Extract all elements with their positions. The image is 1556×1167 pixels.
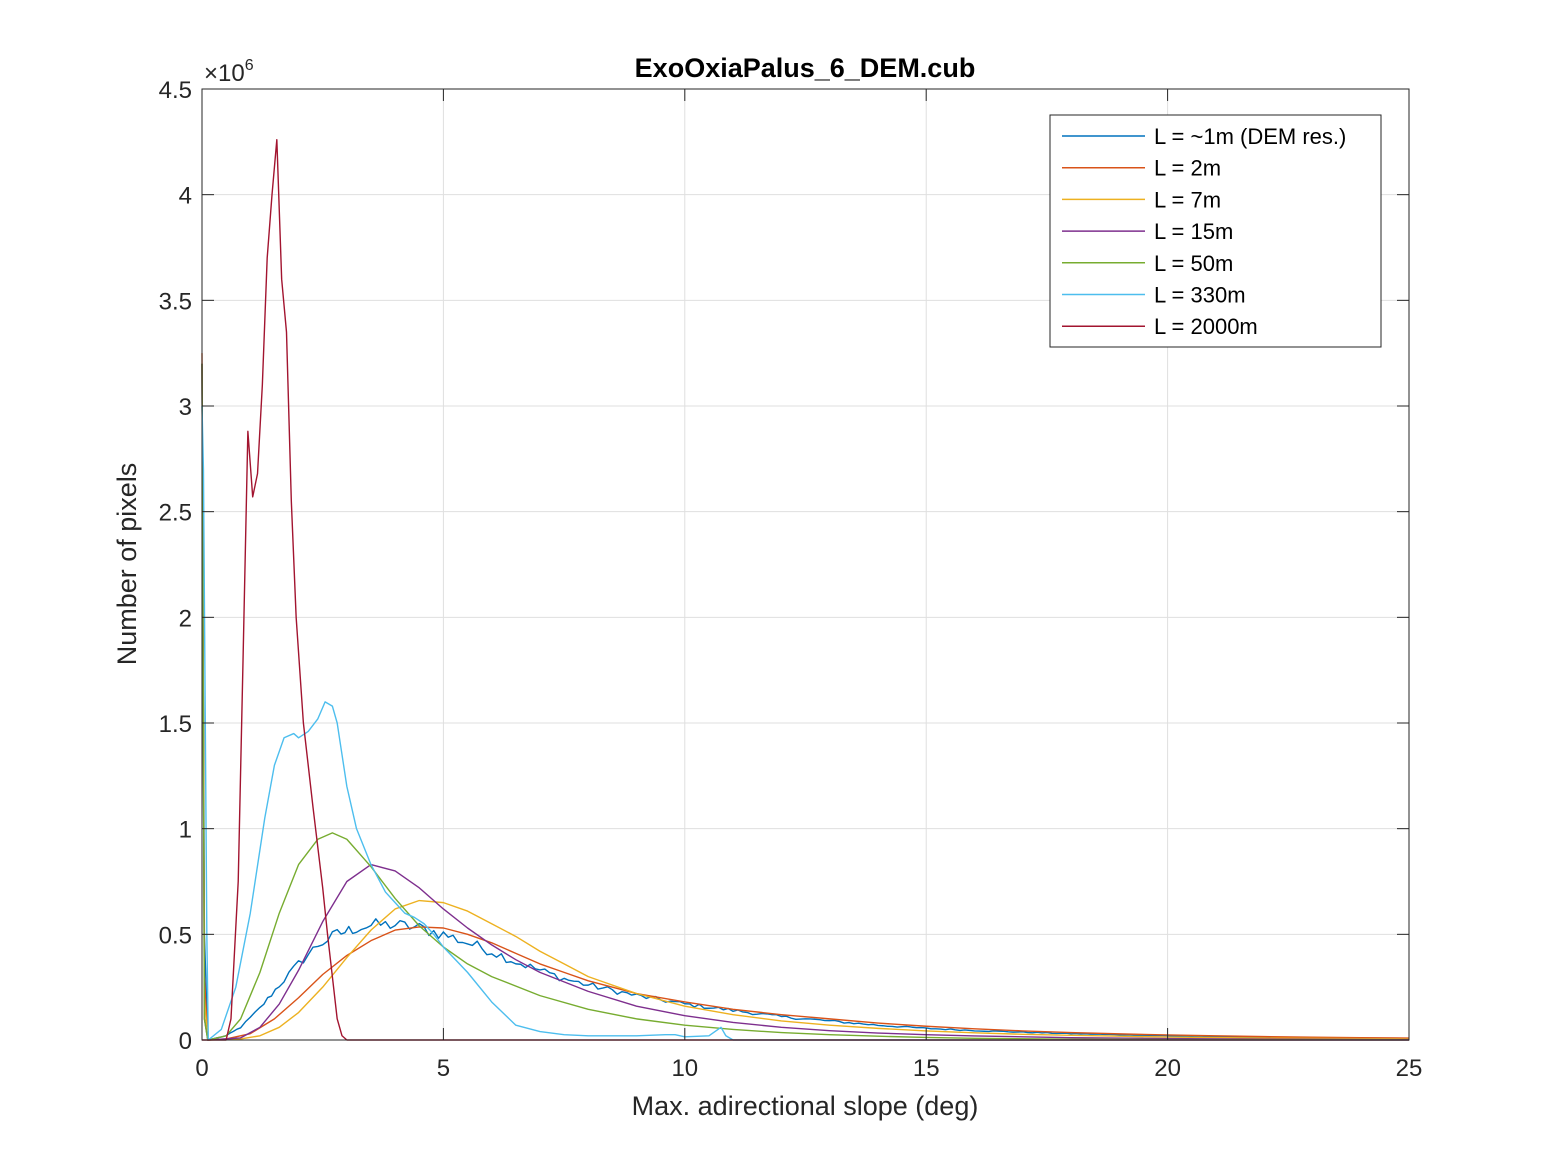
y-exponent-label: ×106 bbox=[204, 57, 254, 87]
x-tick-label: 5 bbox=[437, 1055, 450, 1082]
y-tick-label: 2 bbox=[179, 605, 192, 632]
legend-label: L = ~1m (DEM res.) bbox=[1154, 124, 1346, 149]
y-tick-label: 4.5 bbox=[159, 77, 192, 104]
legend-label: L = 330m bbox=[1154, 283, 1246, 308]
series-group bbox=[201, 139, 1410, 1041]
grid bbox=[202, 89, 1409, 1040]
x-tick-label: 20 bbox=[1154, 1055, 1181, 1082]
series-line bbox=[202, 139, 1409, 1041]
y-exponent-power: 6 bbox=[245, 57, 254, 74]
y-tick-label: 1 bbox=[179, 817, 192, 844]
plot-frame bbox=[201, 88, 1410, 1041]
legend-items: L = ~1m (DEM res.) L = 2m L = 7m L = 15m L =… bbox=[1062, 124, 1346, 339]
legend-label: L = 2m bbox=[1154, 156, 1221, 181]
x-tick-label: 15 bbox=[913, 1055, 940, 1082]
y-tick-label: 0.5 bbox=[159, 922, 192, 949]
y-tick-label: 1.5 bbox=[159, 711, 192, 738]
series-line bbox=[201, 363, 1410, 1041]
x-tick-label: 25 bbox=[1396, 1055, 1423, 1082]
x-axis-title: Max. adirectional slope (deg) bbox=[632, 1091, 979, 1121]
series-line bbox=[201, 363, 1410, 1041]
series-line bbox=[201, 405, 1409, 1041]
series-line bbox=[201, 353, 1410, 1041]
series-line bbox=[201, 363, 1410, 1041]
y-exponent-base: ×10 bbox=[204, 60, 245, 87]
y-tick-label: 3 bbox=[179, 394, 192, 421]
legend-label: L = 15m bbox=[1154, 219, 1233, 244]
legend-label: L = 7m bbox=[1154, 187, 1221, 212]
y-tick-label: 0 bbox=[179, 1028, 192, 1055]
x-tick-label: 10 bbox=[671, 1055, 698, 1082]
y-tick-label: 4 bbox=[179, 183, 192, 210]
x-tick-label: 0 bbox=[195, 1055, 208, 1082]
y-tick-label: 2.5 bbox=[159, 500, 192, 527]
y-tick-label: 3.5 bbox=[159, 288, 192, 315]
axis-ticks bbox=[201, 88, 1410, 1041]
y-axis-title: Number of pixels bbox=[112, 463, 142, 666]
axis-tick-labels: 0 5 10 15 20 25 0 0.5 1 1.5 2 2.5 3 3.5 4 4.5 bbox=[159, 77, 1423, 1082]
legend-label: L = 50m bbox=[1154, 251, 1233, 276]
legend: L = ~1m (DEM res.) L = 2m L = 7m L = 15m L =… bbox=[1049, 114, 1382, 348]
chart-title: ExoOxiaPalus_6_DEM.cub bbox=[635, 53, 976, 83]
legend-label: L = 2000m bbox=[1154, 314, 1258, 339]
series-line bbox=[201, 363, 1410, 1041]
